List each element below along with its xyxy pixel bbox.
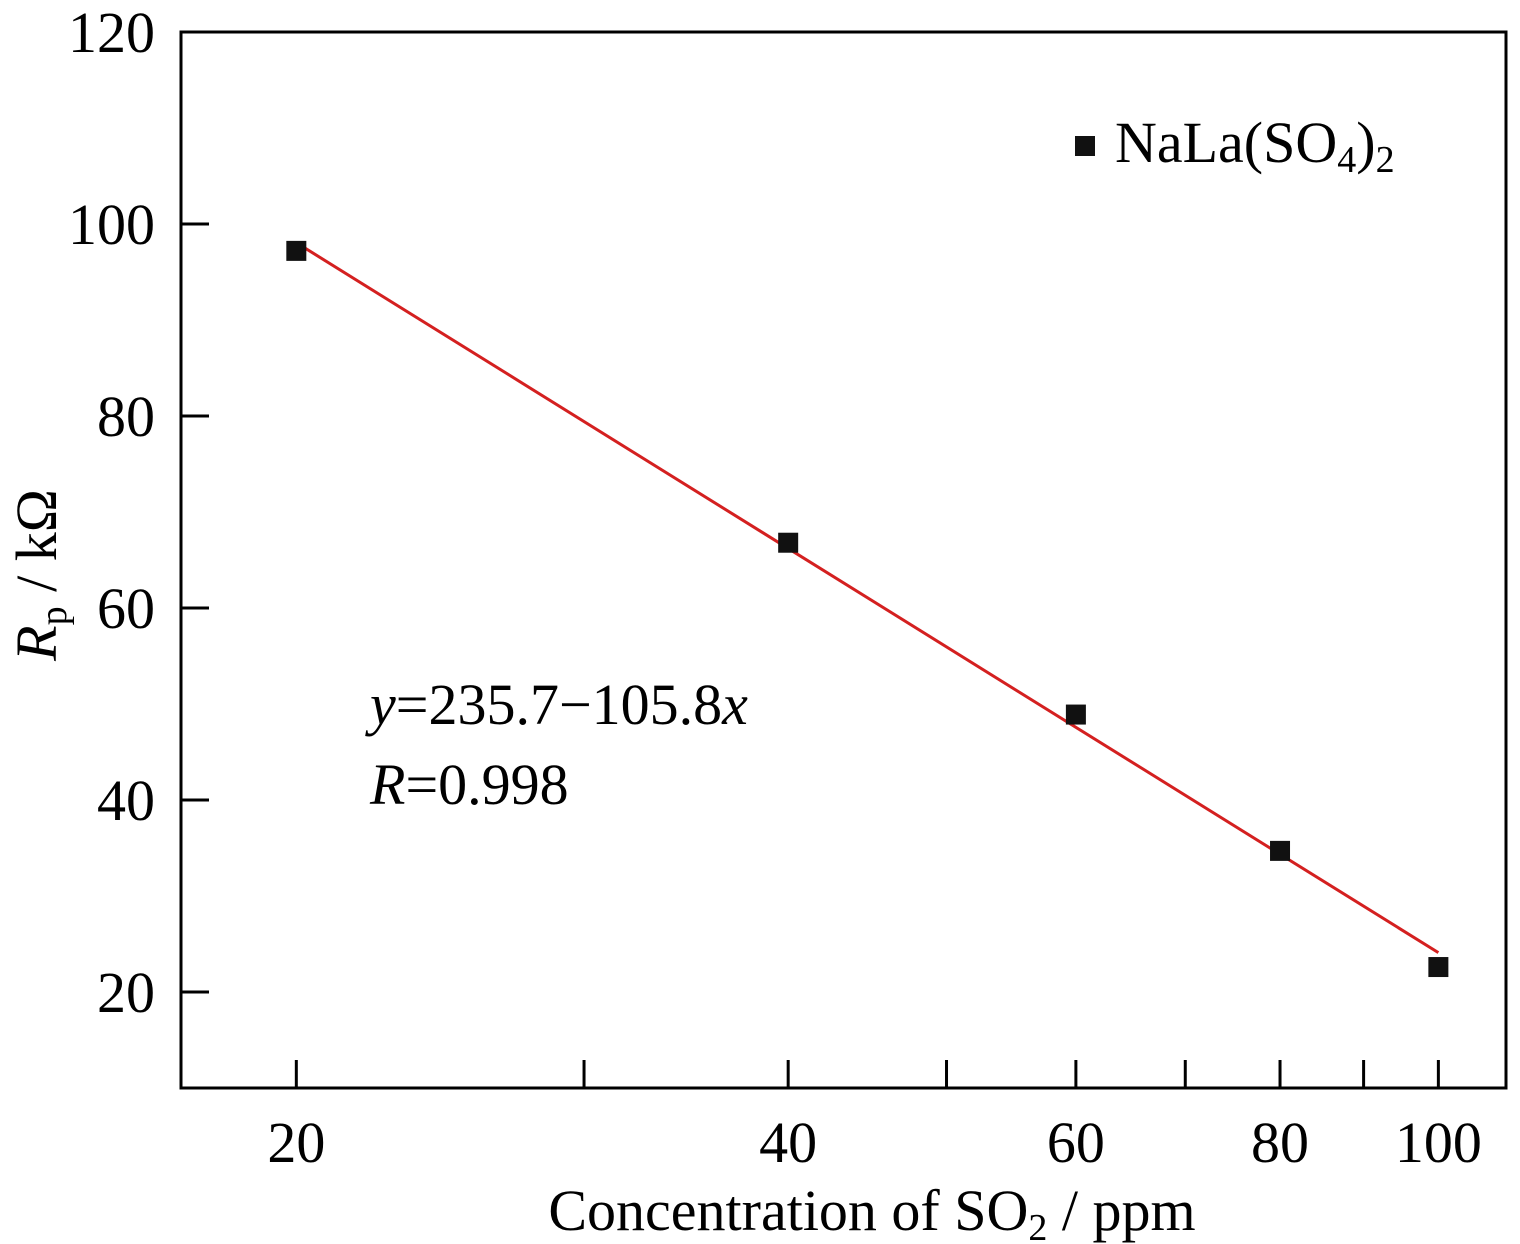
data-point	[286, 240, 307, 261]
x-tick-label: 80	[1251, 1110, 1309, 1175]
ticks: 20 40 60 80 100 20 40 60 80 100 120	[68, 0, 1482, 1175]
data-point	[1428, 957, 1449, 978]
fit-r-value: R=0.998	[369, 752, 569, 817]
x-axis-title: Concentration of SO2 / ppm	[548, 1178, 1195, 1244]
data-point	[778, 532, 799, 553]
x-tick-label: 60	[1047, 1110, 1105, 1175]
legend: NaLa(SO4)2	[1075, 110, 1395, 181]
data-point	[1065, 704, 1086, 725]
y-tick-label: 60	[97, 576, 155, 641]
fit-line-group	[295, 241, 1440, 954]
y-axis-title: Rp / kΩ	[4, 489, 75, 662]
x-tick-label: 40	[759, 1110, 817, 1175]
y-tick-label: 120	[68, 0, 155, 65]
y-tick-label: 40	[97, 768, 155, 833]
data-point	[1270, 840, 1291, 861]
y-tick-label: 80	[97, 384, 155, 449]
x-tick-label: 100	[1395, 1110, 1482, 1175]
fit-line	[295, 241, 1440, 954]
x-tick-label: 20	[267, 1110, 325, 1175]
legend-label: NaLa(SO4)2	[1115, 110, 1395, 181]
fit-equation: y=235.7−105.8x	[365, 672, 748, 737]
plot-frame	[179, 30, 1508, 1090]
legend-marker	[1075, 136, 1095, 156]
y-tick-label: 20	[97, 960, 155, 1025]
y-tick-label: 100	[68, 192, 155, 257]
data-points	[286, 240, 1449, 978]
